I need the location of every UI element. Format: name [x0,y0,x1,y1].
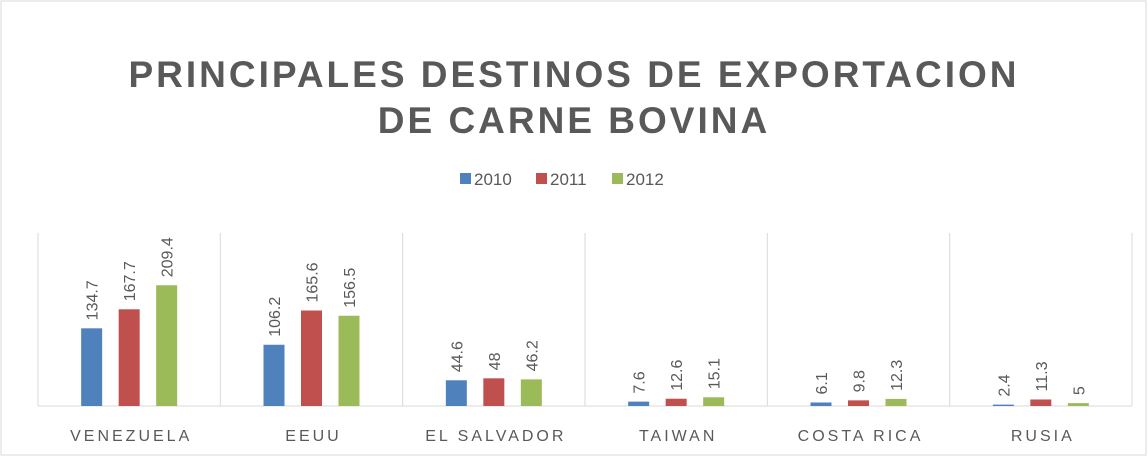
legend-swatch [612,173,623,184]
legend-label: 2012 [626,170,664,189]
data-label: 156.5 [342,268,359,308]
data-label: 11.3 [1034,361,1051,391]
legend-swatch [460,173,471,184]
data-label: 15.1 [707,358,724,389]
data-label: 6.1 [814,372,831,394]
data-label: 134.7 [85,280,102,320]
data-label: 12.6 [669,359,686,390]
legend-swatch [536,173,547,184]
x-tick-label: EL SALVADOR [425,428,566,445]
data-label: 44.6 [449,341,466,372]
x-tick-label: TAIWAN [639,428,717,445]
bar [628,401,650,406]
data-label: 209.4 [160,237,177,277]
bar [156,285,178,406]
bar [848,400,869,406]
x-tick-label: EEUU [285,428,341,445]
bar [301,310,322,406]
bar [1030,399,1052,406]
data-label: 165.6 [305,262,322,302]
data-label: 9.8 [852,370,869,392]
bar [703,397,725,406]
x-tick-label: COSTA RICA [798,428,924,445]
data-label: 48 [487,352,504,370]
legend-label: 2011 [550,170,587,189]
bar [992,404,1014,406]
bar [1067,403,1089,406]
bar [483,378,505,406]
data-label: 106.2 [267,297,284,337]
bar [665,398,687,406]
data-label: 7.6 [632,371,649,393]
x-tick-label: VENEZUELA [70,428,192,445]
bar [263,344,285,406]
x-tick-label: RUSIA [1011,428,1075,445]
chart-title: PRINCIPALES DESTINOS DE EXPORTACION DE C… [128,54,1020,141]
bar [520,379,542,406]
data-label: 5 [1071,386,1088,395]
data-label: 167.7 [122,261,139,301]
bar [885,398,907,406]
bar [445,380,467,406]
data-label: 46.2 [524,340,541,371]
bar [810,402,832,406]
legend-label: 2010 [474,170,512,189]
data-label: 12.3 [889,360,906,391]
data-label: 2.4 [996,374,1013,396]
bar [338,315,360,406]
bar [118,309,140,406]
bar [81,328,103,406]
